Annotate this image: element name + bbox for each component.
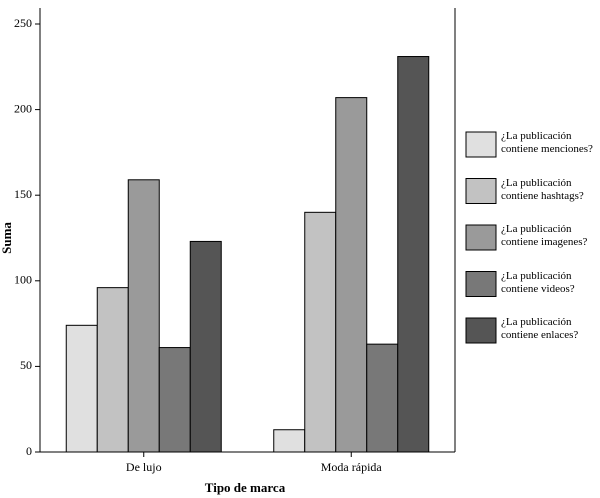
x-axis-title: Tipo de marca bbox=[205, 480, 286, 495]
legend-swatch bbox=[465, 224, 497, 251]
y-axis-title: Suma bbox=[0, 222, 14, 254]
bar bbox=[158, 347, 191, 453]
bar bbox=[96, 287, 129, 453]
y-tick-label: 50 bbox=[20, 358, 32, 372]
legend-swatch bbox=[465, 178, 497, 204]
bar bbox=[366, 343, 399, 453]
legend-swatch bbox=[465, 271, 497, 297]
bar bbox=[273, 429, 306, 453]
y-tick-label: 0 bbox=[26, 444, 32, 458]
legend-label: ¿La publicación contiene imagenes? bbox=[501, 223, 588, 248]
y-tick-label: 200 bbox=[14, 101, 32, 115]
legend-label: ¿La publicación contiene videos? bbox=[501, 269, 575, 295]
bar bbox=[397, 56, 430, 453]
x-tick-label: Moda rápida bbox=[321, 460, 383, 474]
x-tick-label: De lujo bbox=[126, 460, 162, 474]
bar bbox=[65, 324, 98, 453]
legend-swatch bbox=[465, 317, 497, 344]
y-tick-label: 250 bbox=[14, 16, 32, 30]
legend-label: ¿La publicación contiene menciones? bbox=[501, 130, 593, 155]
legend-label: ¿La publicación contiene enlaces? bbox=[501, 316, 579, 341]
legend-swatch bbox=[465, 131, 497, 158]
legend-label: ¿La publicación contiene hashtags? bbox=[501, 176, 584, 202]
legend-entry: ¿La publicación contiene menciones? bbox=[501, 130, 593, 155]
legend-entry: ¿La publicación contiene enlaces? bbox=[501, 316, 579, 341]
bar bbox=[189, 240, 222, 453]
legend-entry: ¿La publicación contiene videos? bbox=[501, 269, 575, 295]
y-tick-label: 150 bbox=[14, 187, 32, 201]
legend-entry: ¿La publicación contiene imagenes? bbox=[501, 223, 588, 248]
bar bbox=[335, 97, 368, 453]
y-tick-label: 100 bbox=[14, 273, 32, 287]
bar bbox=[127, 179, 160, 453]
bar bbox=[304, 211, 337, 453]
legend-entry: ¿La publicación contiene hashtags? bbox=[501, 176, 584, 202]
